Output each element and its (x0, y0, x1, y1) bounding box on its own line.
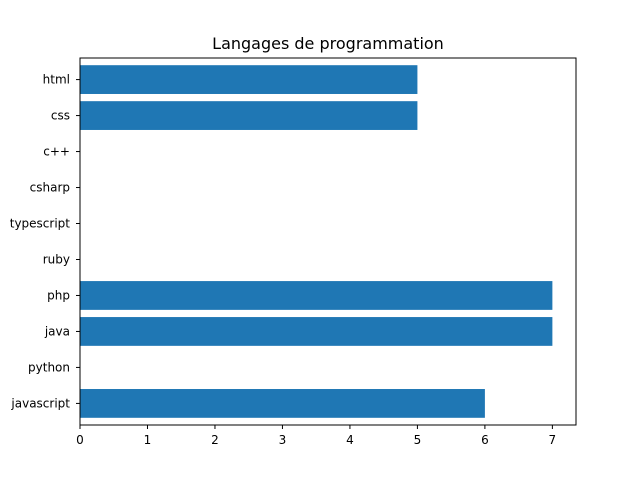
bar-html (80, 65, 418, 94)
y-tick-label: html (43, 73, 70, 87)
x-tick-label: 1 (144, 433, 152, 447)
y-tick-label: csharp (30, 181, 70, 195)
x-tick-label: 4 (346, 433, 354, 447)
y-tick-label: ruby (43, 252, 70, 266)
y-tick-label: javascript (10, 396, 70, 410)
plot-frame (79, 57, 577, 426)
x-tick-label: 7 (549, 433, 557, 447)
y-tick-label: typescript (10, 217, 71, 231)
x-tick-label: 6 (481, 433, 489, 447)
x-tick-label: 2 (211, 433, 219, 447)
y-tick-label: c++ (43, 145, 70, 159)
bar-php (80, 281, 553, 310)
x-tick-label: 3 (279, 433, 287, 447)
axes-layer: javascript python java php ruby typescript csh… (10, 57, 577, 447)
y-tick-label: php (47, 288, 70, 302)
x-tick-label: 0 (76, 433, 84, 447)
y-tick-label: python (28, 360, 70, 374)
chart-title: Langages de programmation (212, 34, 444, 53)
bar-css (80, 101, 418, 130)
bar-java (80, 317, 553, 346)
y-tick-label: java (44, 324, 70, 338)
bar-javascript (80, 389, 485, 418)
bars-layer (80, 65, 553, 418)
x-tick-label: 5 (414, 433, 422, 447)
y-tick-label: css (51, 109, 70, 123)
